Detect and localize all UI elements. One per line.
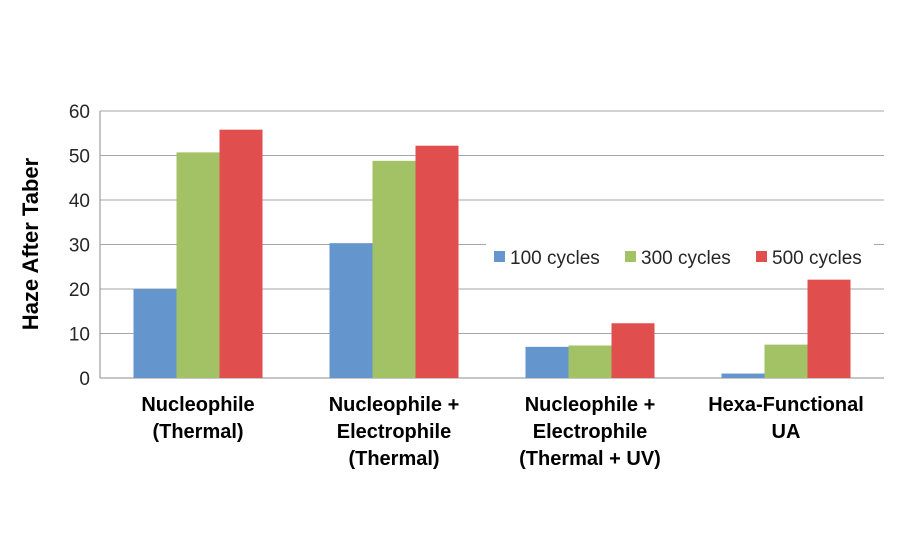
y-axis-label: Haze After Taber	[18, 157, 43, 330]
bar	[525, 346, 569, 378]
legend-label: 500 cycles	[772, 248, 862, 269]
bar	[415, 145, 459, 378]
bar	[611, 323, 655, 378]
bars	[133, 129, 851, 378]
legend-label: 100 cycles	[510, 248, 600, 269]
x-category-label: Nucleophile + Electrophile (Thermal)	[329, 394, 460, 470]
y-tick-label: 40	[69, 191, 90, 212]
legend-swatch	[625, 251, 636, 262]
y-tick-label: 30	[69, 236, 90, 257]
legend: 100 cycles 300 cycles 500 cycles	[486, 240, 874, 272]
y-tick-label: 60	[69, 102, 90, 123]
bar	[807, 279, 851, 378]
bar	[721, 373, 765, 378]
legend-swatch	[494, 251, 505, 262]
y-tick-label: 10	[69, 325, 90, 346]
x-category-label: Nucleophile (Thermal)	[141, 394, 254, 443]
y-tick-label: 20	[69, 280, 90, 301]
legend-swatch	[756, 251, 767, 262]
bar	[176, 152, 220, 378]
legend-label: 300 cycles	[641, 248, 731, 269]
bar	[764, 344, 808, 378]
x-category-label: Nucleophile + Electrophile (Thermal + UV)	[519, 394, 661, 470]
y-tick-label: 0	[79, 369, 90, 390]
bar	[133, 289, 177, 378]
bar	[372, 160, 416, 378]
y-axis-ticks: 0 10 20 30 40 50 60	[69, 102, 90, 390]
x-axis-categories: Nucleophile (Thermal) Nucleophile + Electro…	[141, 394, 863, 470]
bar	[219, 129, 263, 378]
legend-background	[486, 240, 874, 272]
bar	[568, 345, 612, 378]
x-category-label: Hexa-Functional UA	[708, 394, 864, 443]
y-tick-label: 50	[69, 147, 90, 168]
bar	[329, 243, 373, 378]
